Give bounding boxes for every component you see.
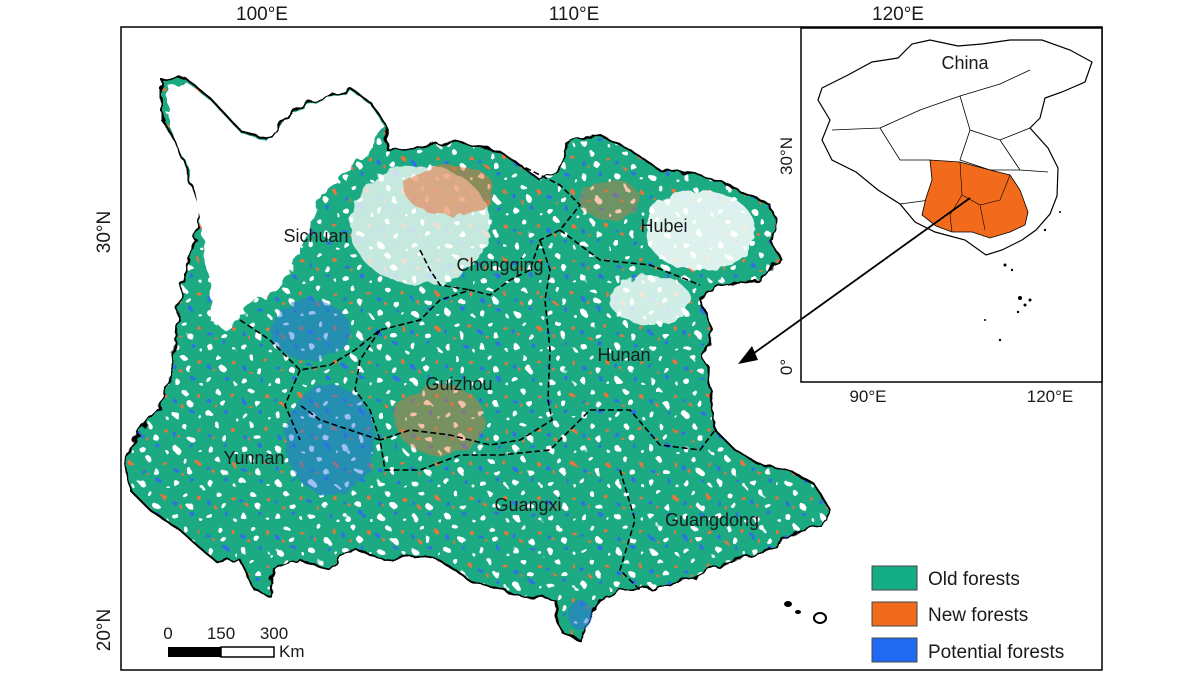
inset-lat-tick-label: 0° [777, 359, 796, 375]
island [813, 612, 827, 624]
potential-forest-patch [285, 385, 375, 495]
legend-label: Potential forests [928, 642, 1064, 663]
inset-country-label: China [941, 53, 989, 73]
province-label: Hubei [640, 216, 687, 236]
inset-lon-tick-label: 120°E [1027, 387, 1074, 406]
legend-swatch-old-forests [871, 565, 918, 591]
sichuan-plateau-nonforest [168, 82, 382, 330]
province-label: Guizhou [425, 374, 492, 394]
study-region-highlight [921, 159, 1029, 239]
province-label: Yunnan [223, 448, 284, 468]
lon-tick-label: 110°E [549, 4, 600, 25]
potential-forest-patch [568, 600, 592, 630]
legend-swatch-potential-forests [871, 637, 918, 663]
pointer-arrow [749, 197, 971, 357]
province-label: Sichuan [283, 226, 348, 246]
inset-islands [984, 211, 1061, 342]
scale-tick-label: 300 [260, 624, 288, 643]
lon-tick-label: 100°E [236, 4, 288, 25]
legend-swatch-new-forests [871, 601, 918, 627]
province-boundaries [239, 164, 716, 591]
province-label: Chongqing [456, 255, 543, 275]
hunan-lake-nonforest [610, 275, 690, 325]
inset-map: China 90°E 120°E 30°N 0° [777, 27, 1103, 406]
legend: Old forests New forests Potential forest… [871, 565, 1064, 663]
inset-study-province-lines [949, 161, 1011, 233]
hubei-plain-nonforest [645, 190, 755, 270]
province-label: Guangxi [494, 495, 561, 515]
scale-unit-label: Km [279, 642, 305, 661]
lon-tick-label: 120°E [872, 4, 924, 25]
island [795, 610, 801, 614]
legend-label: New forests [928, 605, 1028, 626]
new-forest-patch [405, 165, 495, 215]
province-label: Guangdong [665, 510, 759, 530]
potential-forest-patch [270, 300, 350, 360]
inset-lat-tick-label: 30°N [777, 137, 796, 175]
legend-label: Old forests [928, 569, 1020, 590]
inset-lon-tick-label: 90°E [849, 387, 886, 406]
scale-tick-label: 0 [163, 624, 172, 643]
new-forest-patch [395, 385, 485, 455]
lat-tick-label: 20°N [94, 609, 115, 651]
scale-tick-label: 150 [207, 624, 235, 643]
new-forest-patch [580, 180, 640, 220]
lat-tick-label: 30°N [94, 211, 115, 253]
province-label: Hunan [597, 345, 650, 365]
scale-bar: 0 150 300 Km [163, 624, 304, 661]
pointer-arrowhead [738, 346, 758, 364]
island [784, 601, 792, 607]
